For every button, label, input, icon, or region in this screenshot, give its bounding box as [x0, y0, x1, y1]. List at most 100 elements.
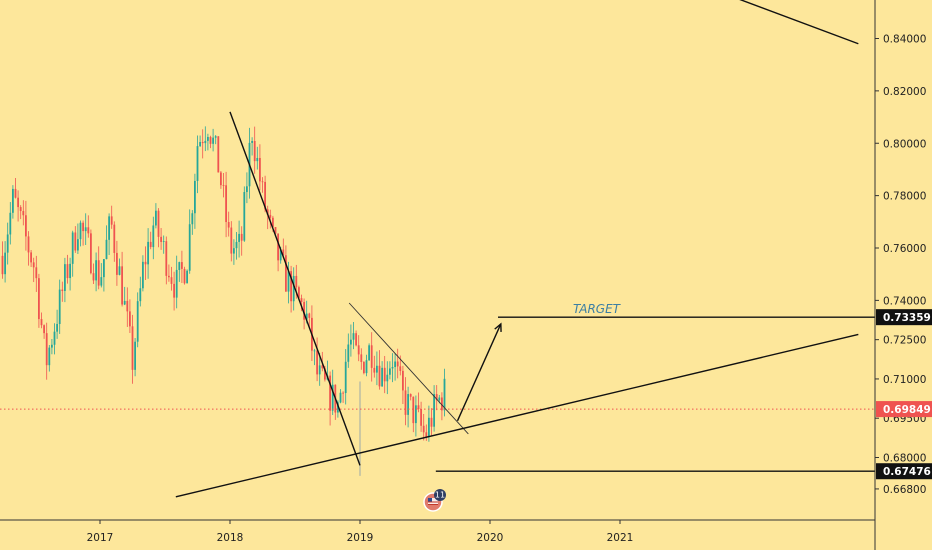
- candle-body: [412, 396, 415, 424]
- candle-body: [144, 261, 147, 265]
- candle-body: [282, 249, 285, 256]
- candles-layer: [1, 126, 446, 476]
- falling-wedge-flat-trendline[interactable]: [348, 302, 469, 435]
- candle-body: [53, 331, 56, 345]
- candle-body: [357, 345, 360, 355]
- candle-body: [386, 374, 389, 382]
- price-axis[interactable]: 0.84000 0.82000 0.80000 0.78000 0.76000 0.740…: [875, 34, 926, 496]
- candle-body: [191, 213, 194, 225]
- candle-body: [240, 233, 243, 241]
- price-tick-label: 0.72500: [883, 335, 926, 347]
- candle-body: [209, 136, 212, 144]
- time-axis[interactable]: 2017 2018 2019 2020 2021: [87, 520, 634, 544]
- candle-body: [227, 222, 230, 228]
- candle-body: [318, 365, 321, 375]
- candle-body: [238, 233, 240, 242]
- candle-body: [363, 362, 365, 374]
- long-support-trendline[interactable]: [175, 333, 859, 498]
- candle-body: [58, 289, 61, 324]
- candle-body: [253, 141, 256, 162]
- candle-body: [391, 367, 394, 369]
- candle-body: [295, 275, 298, 288]
- candle-body: [69, 263, 71, 279]
- candle-body: [347, 344, 350, 362]
- candle-body: [79, 222, 82, 240]
- candle-body: [279, 249, 282, 261]
- candle-body: [394, 361, 396, 368]
- price-tick-label: 0.68000: [883, 453, 926, 465]
- candle-body: [430, 417, 433, 427]
- price-tick-label: 0.82000: [883, 86, 926, 98]
- projected-path-trendline[interactable]: [456, 323, 502, 422]
- candle-body: [329, 375, 331, 411]
- candle-body: [339, 392, 342, 403]
- price-tick-label: 0.78000: [883, 191, 926, 203]
- candle-body: [32, 262, 35, 268]
- price-tick-label: 0.76000: [883, 243, 926, 255]
- candle-body: [12, 188, 14, 213]
- candle-body: [246, 186, 248, 193]
- price-tag-box: [876, 463, 932, 480]
- candle-body: [48, 347, 51, 366]
- candle-body: [160, 236, 162, 242]
- candle-body: [19, 207, 22, 212]
- candle-body: [56, 323, 58, 332]
- candle-body: [175, 269, 178, 298]
- candle-body: [84, 227, 87, 232]
- candle-body: [194, 180, 196, 214]
- candle-body: [95, 260, 97, 281]
- event-count: 11: [435, 491, 445, 500]
- upper-right-line-trendline[interactable]: [739, 0, 859, 45]
- candle-body: [139, 288, 142, 302]
- candle-body: [142, 261, 144, 289]
- candle-body: [373, 367, 376, 373]
- candle-body: [113, 224, 116, 253]
- drawings-layer: TARGET: [0, 0, 875, 498]
- candle-body: [165, 241, 168, 276]
- price-tag-box: [876, 401, 932, 418]
- candle-body: [360, 354, 363, 363]
- candle-body: [225, 185, 227, 223]
- candle-body: [30, 252, 32, 263]
- candle-body: [188, 224, 191, 271]
- candle-body: [305, 313, 308, 320]
- candle-body: [157, 210, 160, 237]
- candle-body: [155, 210, 157, 226]
- candle-body: [415, 405, 417, 424]
- candle-body: [108, 216, 110, 240]
- candle-body: [396, 361, 399, 367]
- candle-body: [350, 339, 352, 345]
- candle-body: [45, 333, 48, 366]
- candle-body: [266, 209, 269, 215]
- candle-body: [90, 233, 92, 274]
- falling-wedge-steep-trendline[interactable]: [229, 111, 361, 466]
- candle-body: [82, 222, 84, 232]
- candle-body: [259, 157, 261, 182]
- candle-body: [443, 378, 446, 411]
- candle-body: [381, 367, 383, 387]
- candle-body: [71, 232, 74, 264]
- candle-body: [365, 360, 368, 374]
- candle-body: [116, 252, 118, 275]
- candle-body: [105, 239, 108, 260]
- candle-body: [370, 345, 373, 368]
- candle-body: [285, 255, 287, 292]
- candle-body: [66, 264, 69, 279]
- candle-body: [342, 392, 344, 394]
- candle-body: [399, 366, 402, 371]
- candle-body: [422, 425, 425, 433]
- candle-body: [35, 267, 38, 279]
- candle-body: [186, 270, 188, 284]
- economic-event-icon[interactable]: 11: [423, 489, 446, 512]
- candle-body: [316, 350, 318, 375]
- candle-body: [230, 227, 233, 254]
- price-tick-label: 0.71000: [883, 374, 926, 386]
- candle-body: [27, 236, 30, 253]
- candle-body: [313, 350, 316, 352]
- candle-body: [199, 142, 201, 147]
- candle-body: [243, 192, 246, 241]
- candle-body: [92, 273, 95, 281]
- projection-arrowhead: [494, 322, 502, 332]
- candle-body: [131, 326, 134, 370]
